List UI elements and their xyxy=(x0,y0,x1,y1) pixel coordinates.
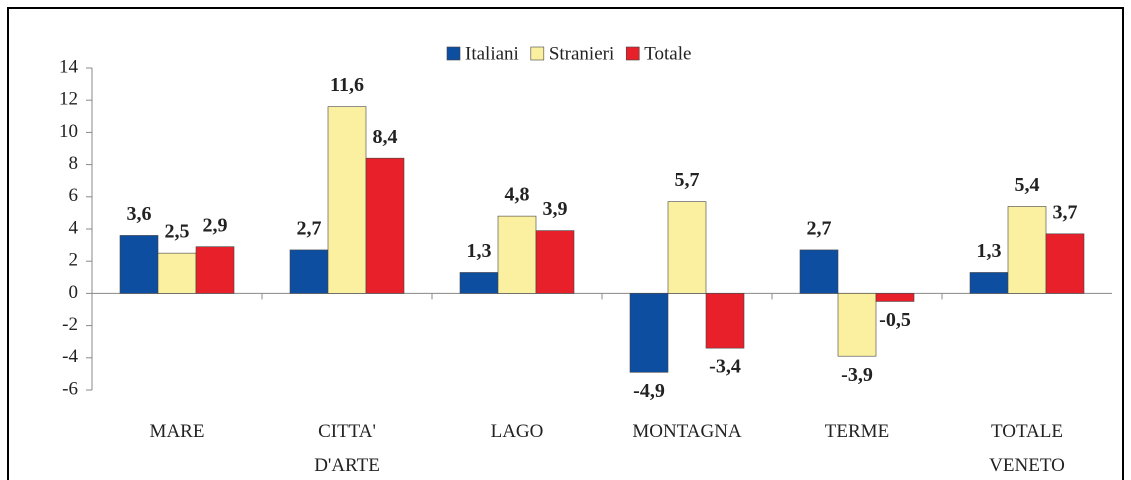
y-tick-label: 8 xyxy=(69,153,79,174)
y-tick-label: 14 xyxy=(59,56,79,77)
value-label: 3,6 xyxy=(127,203,152,225)
x-tick-label: TOTALE VENETO xyxy=(989,421,1065,476)
bar xyxy=(365,157,405,294)
value-label: 11,6 xyxy=(330,74,364,96)
y-tick-label: 12 xyxy=(59,89,78,110)
value-label: -0,5 xyxy=(879,309,911,331)
bar xyxy=(1007,206,1047,294)
bar xyxy=(327,106,367,294)
bar xyxy=(157,252,197,294)
x-tick-label: MARE xyxy=(149,421,205,442)
y-tick-label: -2 xyxy=(62,314,78,335)
y-tick-label: -4 xyxy=(62,346,78,367)
value-label: 3,7 xyxy=(1053,201,1078,223)
value-label: 3,9 xyxy=(543,198,568,220)
value-label: 8,4 xyxy=(373,126,398,148)
value-label: 5,7 xyxy=(675,169,700,191)
y-tick-label: 2 xyxy=(69,250,79,271)
x-tick-label: LAGO xyxy=(490,421,544,442)
value-label: 2,7 xyxy=(807,218,832,240)
y-tick-label: 4 xyxy=(69,217,79,238)
bar xyxy=(837,293,877,357)
bar xyxy=(195,246,235,294)
bar xyxy=(799,249,839,294)
bar xyxy=(459,272,499,294)
value-label: -3,4 xyxy=(709,356,741,378)
legend-label: Stranieri xyxy=(549,43,614,64)
legend-swatch xyxy=(530,46,545,61)
x-tick-label: MONTAGNA xyxy=(632,421,742,442)
y-tick-label: -6 xyxy=(62,378,78,399)
value-label: -3,9 xyxy=(841,364,873,386)
y-tick-label: 6 xyxy=(69,185,79,206)
legend-label: Totale xyxy=(644,43,691,64)
bar xyxy=(119,235,159,294)
bar xyxy=(705,293,745,349)
legend-swatch xyxy=(446,46,461,61)
y-tick-label: 0 xyxy=(69,282,79,303)
bar xyxy=(969,272,1009,294)
x-tick-label: CITTA' D'ARTE xyxy=(314,421,380,476)
value-label: 2,5 xyxy=(165,221,190,243)
legend-label: Italiani xyxy=(465,43,519,64)
legend-swatch xyxy=(625,46,640,61)
x-tick-label: TERME xyxy=(824,421,890,442)
bar xyxy=(497,215,537,294)
value-label: 2,9 xyxy=(203,214,228,236)
bar xyxy=(629,293,669,373)
bar xyxy=(535,230,575,294)
bar xyxy=(667,201,707,294)
value-label: 1,3 xyxy=(977,240,1002,262)
value-label: 1,3 xyxy=(467,240,492,262)
bar xyxy=(289,249,329,294)
value-label: 5,4 xyxy=(1015,174,1040,196)
value-label: 2,7 xyxy=(297,218,322,240)
value-label: -4,9 xyxy=(633,380,665,402)
bar xyxy=(1045,233,1085,294)
y-tick-label: 10 xyxy=(59,121,78,142)
value-label: 4,8 xyxy=(505,184,530,206)
bar xyxy=(875,293,915,302)
